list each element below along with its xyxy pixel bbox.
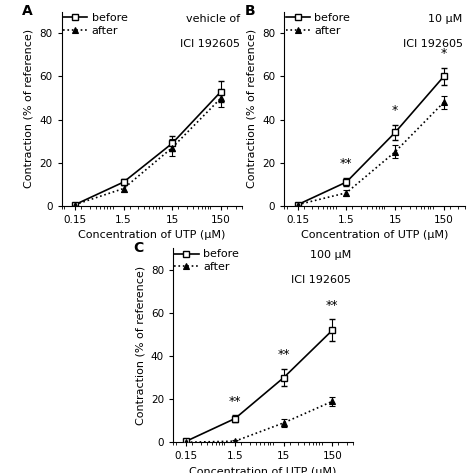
Text: *: * xyxy=(392,105,398,117)
Text: B: B xyxy=(245,4,255,18)
Y-axis label: Contraction (% of reference): Contraction (% of reference) xyxy=(246,29,257,188)
Text: ICI 192605: ICI 192605 xyxy=(292,275,351,286)
Text: ICI 192605: ICI 192605 xyxy=(180,39,240,49)
Text: **: ** xyxy=(326,299,338,312)
Y-axis label: Contraction (% of reference): Contraction (% of reference) xyxy=(135,266,146,425)
Text: A: A xyxy=(22,4,33,18)
Text: 10 μM: 10 μM xyxy=(428,14,463,24)
Text: 100 μM: 100 μM xyxy=(310,250,351,260)
Text: ICI 192605: ICI 192605 xyxy=(403,39,463,49)
Y-axis label: Contraction (% of reference): Contraction (% of reference) xyxy=(24,29,34,188)
Legend: before, after: before, after xyxy=(174,249,239,272)
Legend: before, after: before, after xyxy=(285,13,350,36)
Legend: before, after: before, after xyxy=(63,13,128,36)
X-axis label: Concentration of UTP (μM): Concentration of UTP (μM) xyxy=(301,230,448,240)
Text: **: ** xyxy=(229,395,241,408)
Text: vehicle of: vehicle of xyxy=(186,14,240,24)
Text: **: ** xyxy=(277,349,290,361)
X-axis label: Concentration of UTP (μM): Concentration of UTP (μM) xyxy=(78,230,225,240)
Text: C: C xyxy=(133,241,144,254)
Text: *: * xyxy=(441,47,447,61)
X-axis label: Concentration of UTP (μM): Concentration of UTP (μM) xyxy=(190,467,337,473)
Text: **: ** xyxy=(340,157,353,170)
